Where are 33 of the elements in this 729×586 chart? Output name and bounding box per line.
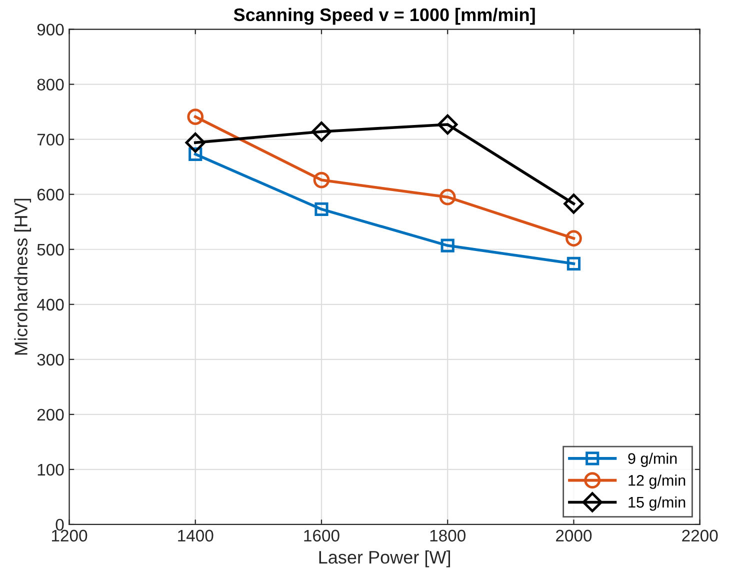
legend-label: 12 g/min	[628, 474, 686, 489]
point	[313, 172, 330, 188]
x-tick-label: 1600	[304, 530, 340, 542]
x-tick-label: 2000	[556, 530, 592, 542]
point	[311, 122, 332, 142]
point	[440, 238, 454, 252]
x-tick-label: 1200	[52, 530, 88, 542]
y-tick-label: 500	[37, 244, 64, 256]
legend-label: 9 g/min	[628, 452, 677, 467]
y-tick-label: 100	[38, 464, 64, 476]
point	[438, 114, 458, 135]
y-tick-label: 700	[37, 134, 64, 146]
y-tick-label: 300	[37, 354, 64, 366]
y-tick-label: 200	[37, 408, 64, 421]
point	[566, 256, 581, 270]
y-tick-label: 900	[37, 24, 64, 36]
point	[564, 194, 584, 214]
x-tick-label: 1800	[430, 530, 466, 542]
x-tick-label: 1400	[178, 530, 214, 542]
legend-label: 15 g/min	[628, 496, 686, 511]
point	[314, 202, 328, 216]
y-tick-label: 400	[36, 298, 64, 311]
point	[187, 108, 204, 125]
chart-title: Scanning Speed v = 1000 [mm/min]	[234, 8, 535, 25]
x-axis-title: Laser Power [W]	[319, 550, 450, 568]
x-tick-label: 2200	[682, 530, 718, 542]
point	[439, 188, 456, 206]
point	[566, 230, 582, 247]
y-tick-label: 800	[37, 78, 64, 91]
point	[185, 132, 206, 153]
y-tick-label: 600	[37, 188, 64, 201]
y-axis-title: Microhardness [HV]	[14, 198, 32, 355]
y-tick-label: 0	[56, 518, 64, 531]
